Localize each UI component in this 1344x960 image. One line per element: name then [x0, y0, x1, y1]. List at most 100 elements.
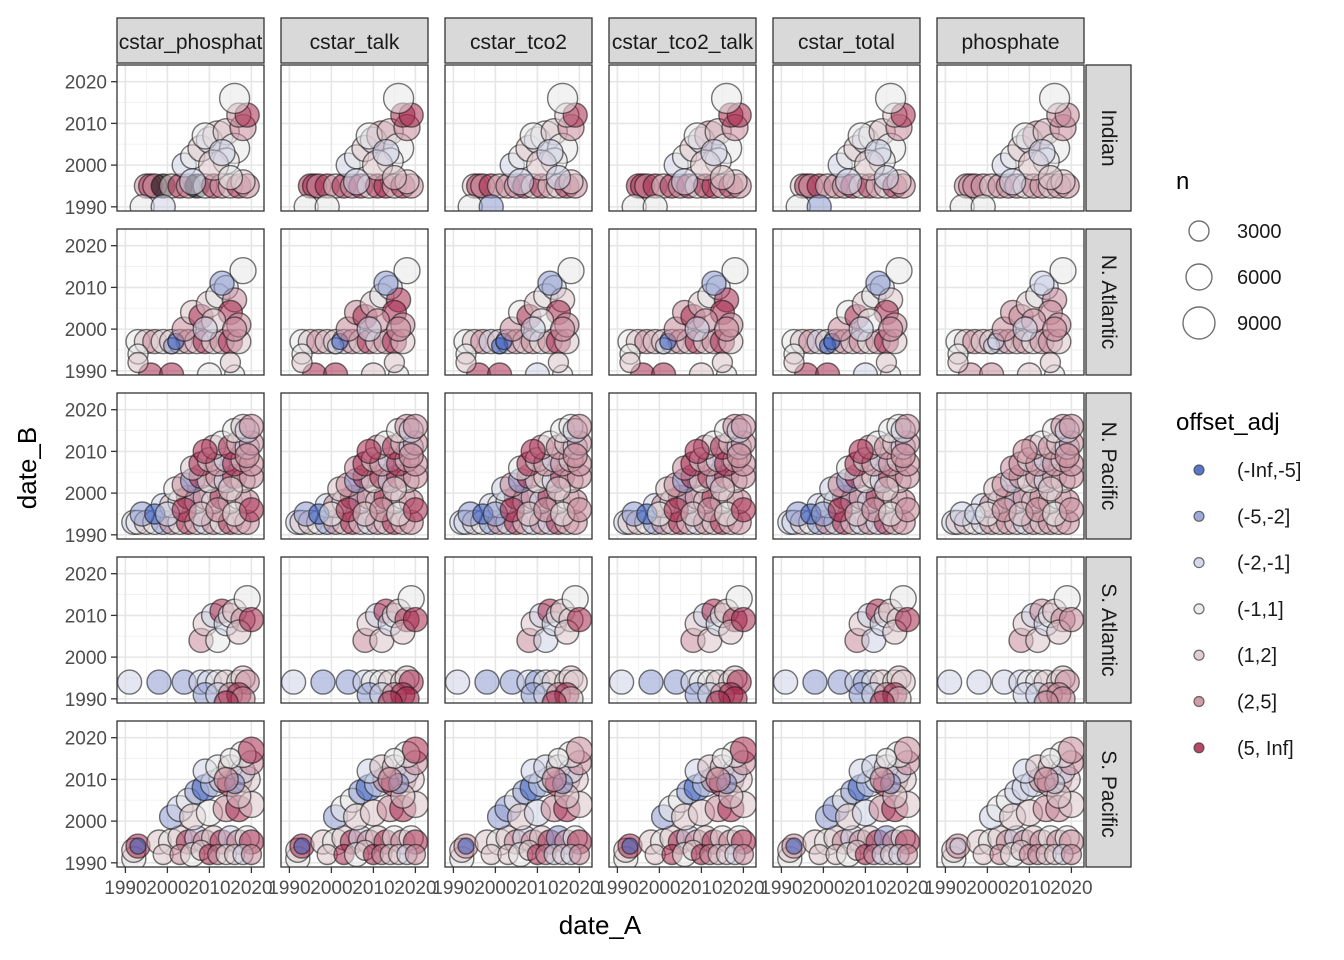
data-point [848, 438, 874, 465]
panel-points [449, 413, 592, 535]
data-point [377, 690, 403, 703]
data-point [281, 669, 307, 695]
data-point [372, 138, 400, 167]
data-point [890, 442, 916, 469]
data-point [547, 747, 570, 770]
data-point [947, 351, 969, 374]
col-strip-box [936, 17, 1085, 64]
col-strip-label: cstar_tco2 [470, 31, 567, 54]
col-strip-box [772, 17, 921, 64]
panel-0-3 [608, 64, 757, 212]
size-legend-label: 3000 [1237, 221, 1282, 243]
data-point [713, 316, 740, 342]
x-tick-label: 2000 [638, 878, 680, 899]
panel-border [936, 392, 1085, 540]
data-point [684, 316, 710, 342]
color-legend-label: (2,5] [1237, 692, 1277, 714]
data-point [158, 362, 185, 375]
col-strip-label: cstar_tco2_talk [612, 31, 754, 54]
y-tick-label: 2000 [65, 156, 107, 177]
data-point [127, 351, 149, 374]
data-point [1049, 257, 1077, 285]
data-point [873, 164, 900, 191]
panel-border [608, 228, 757, 376]
row-strip-label: S. Atlantic [1097, 583, 1120, 676]
data-point [192, 438, 218, 465]
panel-2-1 [280, 392, 429, 540]
data-point [730, 606, 756, 633]
data-point [557, 257, 585, 285]
row-facet-strips: Indian N. Atlantic N. Pacific S. Atlantic S.… [1085, 64, 1132, 868]
data-point [709, 164, 736, 191]
panel-points [293, 82, 424, 211]
panel-2-5 [936, 392, 1085, 540]
panel-border [116, 556, 265, 704]
data-point [802, 669, 828, 695]
data-point [865, 270, 891, 296]
data-point [642, 194, 668, 211]
panel-border [116, 228, 265, 376]
col-strip-cstar_tco2_talk: cstar_tco2_talk [608, 17, 757, 64]
col-strip-label: phosphate [961, 31, 1059, 54]
x-tick-label: 2020 [886, 878, 928, 899]
panel-1-3 [608, 228, 757, 376]
row-strip-box [1085, 228, 1132, 376]
panel-border [444, 392, 593, 540]
x-tick-label: 2010 [352, 878, 394, 899]
data-point [732, 843, 755, 866]
color-legend-key [1193, 464, 1205, 476]
data-point [547, 351, 570, 374]
data-point [1012, 316, 1038, 342]
col-strip-cstar_total: cstar_total [772, 17, 921, 64]
row-strip-s-atlantic: S. Atlantic [1085, 556, 1132, 704]
size-legend-label: 9000 [1237, 313, 1282, 335]
data-point [1033, 766, 1059, 793]
color-legend-key [1193, 649, 1205, 661]
col-strip-box [444, 17, 593, 64]
color-legend-key [1193, 742, 1205, 754]
data-point [894, 413, 920, 440]
panel-border [936, 64, 1085, 212]
color-legend-label: (-1,1] [1237, 599, 1284, 621]
data-point [486, 362, 513, 375]
x-tick-label: 2000 [146, 878, 188, 899]
y-tick-label: 2010 [65, 606, 107, 627]
color-legend-label: (-Inf,-5] [1237, 460, 1301, 482]
data-point [240, 843, 263, 866]
y-tick-label: 2020 [65, 729, 107, 750]
data-point [1012, 438, 1038, 465]
data-point [219, 747, 242, 770]
data-point [478, 194, 504, 211]
data-point [852, 362, 879, 375]
data-point [566, 413, 592, 440]
x-tick-label: 2010 [844, 878, 886, 899]
panel-1-4 [772, 228, 921, 376]
y-tick-label: 1990 [65, 690, 107, 711]
panel-3-0 [116, 556, 265, 704]
panel-border [444, 556, 593, 704]
panel-points [785, 82, 916, 211]
panel-points [445, 585, 592, 703]
x-tick-label: 2010 [1008, 878, 1050, 899]
panel-points [617, 257, 749, 375]
panel-border [772, 64, 921, 212]
panel-points [613, 736, 756, 867]
column-facet-strips: cstar_phosphat cstar_talk cstar_tco2 cstar_… [116, 17, 1085, 64]
y-tick-label: 1990 [65, 198, 107, 219]
x-tick-label: 2000 [802, 878, 844, 899]
x-tick-label: 1990 [596, 878, 638, 899]
data-point [874, 82, 907, 115]
data-point [1058, 497, 1084, 523]
data-point [178, 168, 207, 196]
color-legend-keys: (-Inf,-5] (-5,-2] (-2,-1] (-1,1] (1,2] (2,5] (… [1193, 460, 1301, 760]
data-point [773, 669, 799, 695]
panel-points [781, 257, 913, 375]
data-point [1033, 690, 1059, 703]
data-point [721, 257, 749, 285]
y-tick-label: 1990 [65, 526, 107, 547]
x-tick-label: 1990 [104, 878, 146, 899]
color-legend-key [1193, 695, 1205, 708]
panel-border [280, 228, 429, 376]
data-point [541, 690, 567, 703]
data-point [638, 669, 664, 695]
